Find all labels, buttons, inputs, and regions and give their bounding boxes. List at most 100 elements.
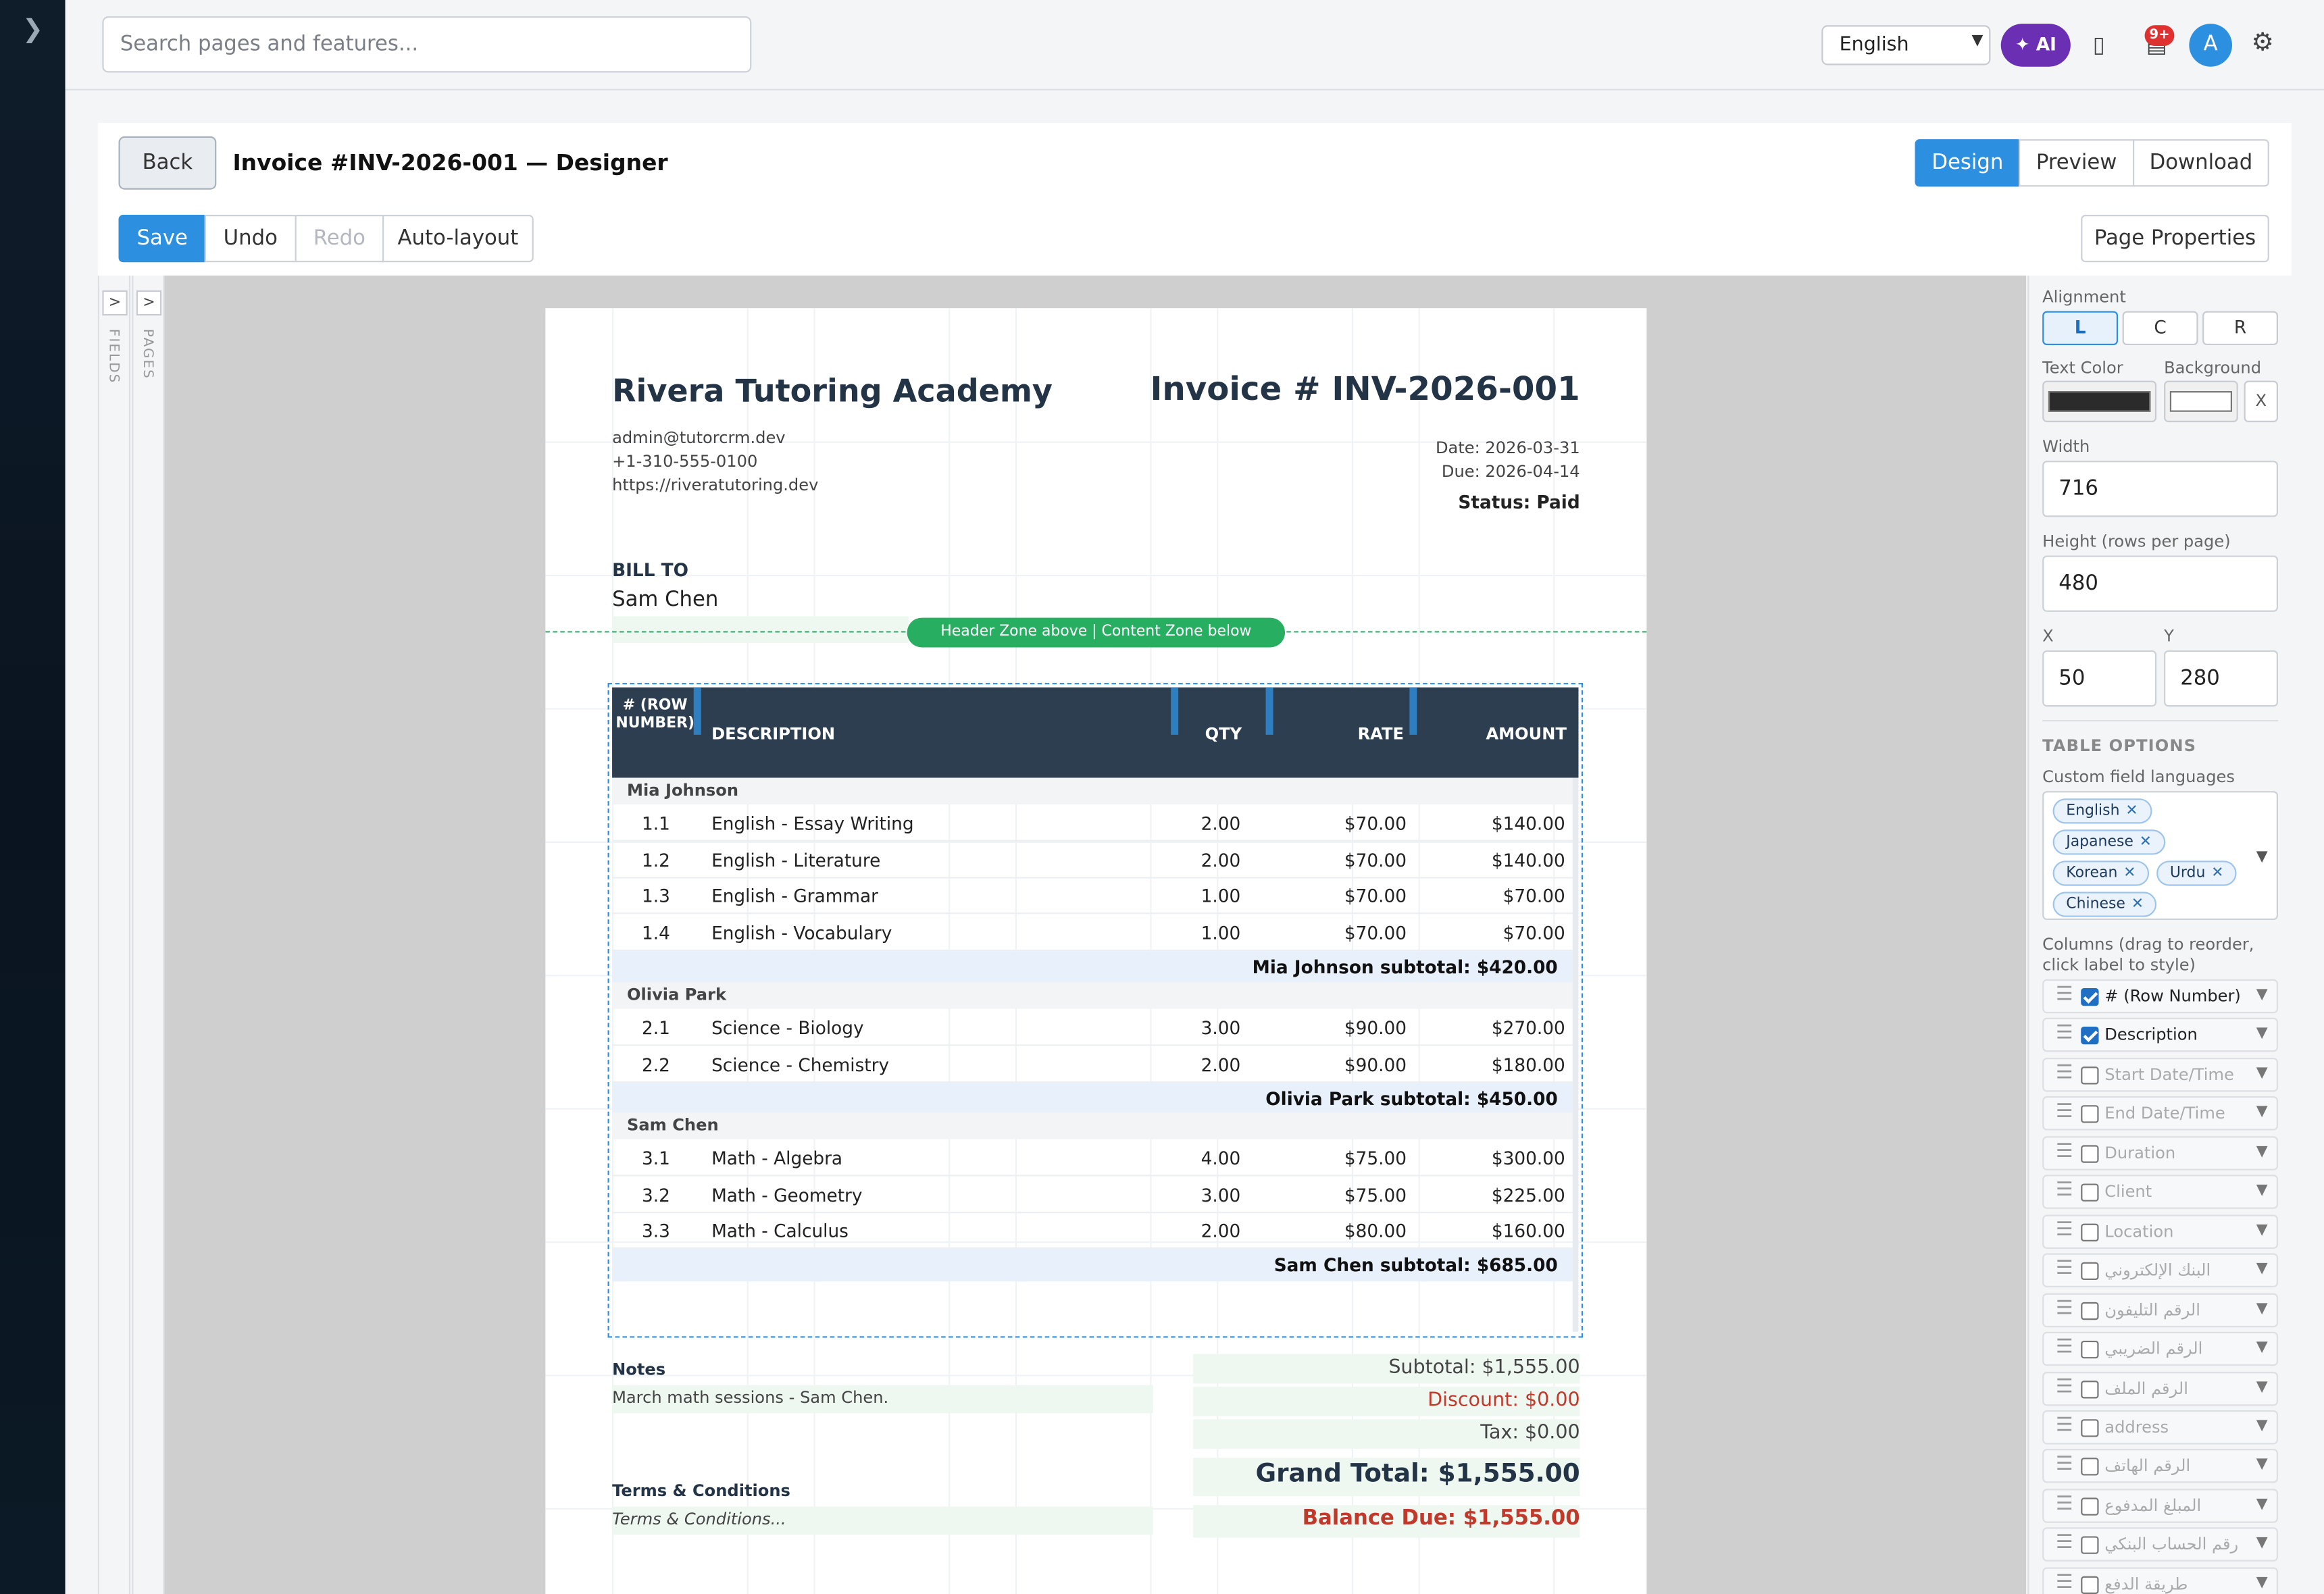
chevron-down-icon[interactable]: ▼ xyxy=(2256,1300,2268,1316)
tab-download[interactable]: Download xyxy=(2132,139,2269,187)
column-checkbox[interactable] xyxy=(2081,1537,2099,1555)
drag-handle-icon[interactable]: ☰ xyxy=(2055,1062,2073,1085)
column-checkbox[interactable] xyxy=(2081,1144,2099,1163)
column-option-row[interactable]: ☰ المبلغ المدفوع ▼ xyxy=(2042,1488,2278,1523)
column-option-label[interactable]: Location xyxy=(2104,1221,2174,1241)
column-option-row[interactable]: ☰ البنك الإلكتروني ▼ xyxy=(2042,1253,2278,1288)
width-input[interactable]: 716 xyxy=(2042,461,2278,517)
ai-button[interactable]: ✦ AI xyxy=(2000,24,2071,67)
drag-handle-icon[interactable]: ☰ xyxy=(2055,1140,2073,1163)
background-color-swatch[interactable] xyxy=(2164,380,2238,423)
invoice-number[interactable]: Invoice # INV-2026-001 xyxy=(1150,371,1580,409)
chevron-down-icon[interactable]: ▼ xyxy=(2256,1260,2268,1277)
language-tag[interactable]: English ✕ xyxy=(2052,798,2152,824)
table-row[interactable]: 1.4 English - Vocabulary 1.00 $70.00 $70… xyxy=(612,915,1573,952)
save-button[interactable]: Save xyxy=(118,215,206,263)
bill-to-name[interactable]: Sam Chen xyxy=(612,588,719,612)
terms-text[interactable]: Terms & Conditions... xyxy=(612,1509,786,1529)
column-checkbox[interactable] xyxy=(2081,1302,2099,1320)
chevron-down-icon[interactable]: ▼ xyxy=(2256,1535,2268,1552)
language-tag[interactable]: Urdu ✕ xyxy=(2156,860,2238,886)
column-option-label[interactable]: Description xyxy=(2104,1025,2198,1046)
notes-text[interactable]: March math sessions - Sam Chen. xyxy=(612,1388,889,1408)
drag-handle-icon[interactable]: ☰ xyxy=(2055,1218,2073,1241)
pages-toggle-button[interactable]: > xyxy=(136,290,162,316)
column-option-row[interactable]: ☰ End Date/Time ▼ xyxy=(2042,1096,2278,1131)
chevron-down-icon[interactable]: ▼ xyxy=(2256,1456,2268,1474)
column-header-row-number[interactable]: # (ROW NUMBER) xyxy=(615,698,695,731)
column-option-row[interactable]: ☰ رقم الحساب البنكي ▼ xyxy=(2042,1527,2278,1562)
table-row[interactable]: 3.3 Math - Calculus 2.00 $80.00 $160.00 xyxy=(612,1213,1573,1249)
column-option-label[interactable]: البنك الإلكتروني xyxy=(2104,1260,2211,1281)
column-option-row[interactable]: ☰ طريقة الدفع ▼ xyxy=(2042,1566,2278,1594)
table-row[interactable]: 1.2 English - Literature 2.00 $70.00 $14… xyxy=(612,843,1573,879)
column-checkbox[interactable] xyxy=(2081,1458,2099,1476)
column-option-row[interactable]: ☰ Start Date/Time ▼ xyxy=(2042,1057,2278,1092)
column-checkbox[interactable] xyxy=(2081,1262,2099,1281)
column-resize-handle[interactable] xyxy=(1265,687,1273,735)
chevron-down-icon[interactable]: ▼ xyxy=(2256,1495,2268,1513)
remove-icon[interactable]: ✕ xyxy=(2125,802,2138,819)
column-option-label[interactable]: الرقم التليفون xyxy=(2104,1300,2200,1320)
column-checkbox[interactable] xyxy=(2081,1184,2099,1202)
remove-icon[interactable]: ✕ xyxy=(2123,865,2136,882)
table-row[interactable]: 3.1 Math - Algebra 4.00 $75.00 $300.00 xyxy=(612,1141,1573,1177)
gear-icon[interactable]: ⚙ xyxy=(2251,28,2274,58)
column-option-row[interactable]: ☰ الرقم الضريبي ▼ xyxy=(2042,1331,2278,1366)
language-tag[interactable]: Korean ✕ xyxy=(2052,860,2150,886)
company-name[interactable]: Rivera Tutoring Academy xyxy=(612,373,1053,409)
tab-design[interactable]: Design xyxy=(1915,139,2021,187)
column-option-label[interactable]: # (Row Number) xyxy=(2104,986,2241,1006)
chevron-down-icon[interactable]: ▼ xyxy=(2256,1143,2268,1160)
drag-handle-icon[interactable]: ☰ xyxy=(2055,1297,2073,1320)
invoice-status[interactable]: Status: Paid xyxy=(1458,492,1580,513)
column-option-label[interactable]: الرقم الضريبي xyxy=(2104,1339,2203,1359)
drag-handle-icon[interactable]: ☰ xyxy=(2055,1532,2073,1555)
x-input[interactable]: 50 xyxy=(2042,650,2157,707)
column-checkbox[interactable] xyxy=(2081,987,2099,1006)
drag-handle-icon[interactable]: ☰ xyxy=(2055,983,2073,1006)
remove-icon[interactable]: ✕ xyxy=(2131,896,2144,913)
height-input[interactable]: 480 xyxy=(2042,555,2278,612)
table-scrollbar[interactable] xyxy=(1572,777,1579,1332)
column-option-row[interactable]: ☰ # (Row Number) ▼ xyxy=(2042,979,2278,1014)
column-option-label[interactable]: address xyxy=(2104,1417,2169,1437)
text-color-swatch[interactable] xyxy=(2042,380,2157,423)
chevron-down-icon[interactable]: ▼ xyxy=(2256,1182,2268,1199)
table-row[interactable]: 3.2 Math - Geometry 3.00 $75.00 $225.00 xyxy=(612,1178,1573,1214)
column-option-row[interactable]: ☰ الرقم الهاتف ▼ xyxy=(2042,1449,2278,1484)
company-website[interactable]: https://riveratutoring.dev xyxy=(612,475,819,495)
bill-to-label[interactable]: BILL TO xyxy=(612,560,688,581)
drag-handle-icon[interactable]: ☰ xyxy=(2055,1375,2073,1398)
clear-background-button[interactable]: X xyxy=(2244,380,2278,423)
column-checkbox[interactable] xyxy=(2081,1380,2099,1398)
column-header-amount[interactable]: AMOUNT xyxy=(1486,724,1567,744)
column-option-label[interactable]: رقم الحساب البنكي xyxy=(2104,1535,2239,1555)
column-option-row[interactable]: ☰ Description ▼ xyxy=(2042,1018,2278,1053)
column-option-label[interactable]: Client xyxy=(2104,1182,2152,1202)
table-row[interactable]: 2.1 Science - Biology 3.00 $90.00 $270.0… xyxy=(612,1010,1573,1046)
column-resize-handle[interactable] xyxy=(1409,687,1417,735)
chevron-down-icon[interactable]: ▼ xyxy=(2256,1064,2268,1081)
grand-total-value[interactable]: Grand Total: $1,555.00 xyxy=(1255,1459,1580,1489)
column-checkbox[interactable] xyxy=(2081,1576,2099,1594)
align-right-button[interactable]: R xyxy=(2202,311,2278,346)
column-header-description[interactable]: DESCRIPTION xyxy=(711,724,836,744)
search-input[interactable]: Search pages and features... xyxy=(102,16,752,73)
column-option-label[interactable]: الرقم الملف xyxy=(2104,1378,2188,1398)
expand-sidebar-icon[interactable]: ❯ xyxy=(22,14,44,45)
chevron-down-icon[interactable]: ▼ xyxy=(2256,1417,2268,1434)
mobile-icon[interactable]: ▯ xyxy=(2092,31,2105,58)
drag-handle-icon[interactable]: ☰ xyxy=(2055,1336,2073,1359)
column-option-label[interactable]: الرقم الهاتف xyxy=(2104,1456,2191,1476)
auto-layout-button[interactable]: Auto-layout xyxy=(382,215,534,263)
tab-preview[interactable]: Preview xyxy=(2019,139,2135,187)
column-checkbox[interactable] xyxy=(2081,1066,2099,1085)
language-tag[interactable]: Chinese ✕ xyxy=(2052,892,2157,917)
column-checkbox[interactable] xyxy=(2081,1497,2099,1516)
column-option-row[interactable]: ☰ Client ▼ xyxy=(2042,1175,2278,1210)
table-row[interactable]: 2.2 Science - Chemistry 2.00 $90.00 $180… xyxy=(612,1048,1573,1083)
column-checkbox[interactable] xyxy=(2081,1341,2099,1359)
subtotal-value[interactable]: Subtotal: $1,555.00 xyxy=(1388,1357,1580,1379)
company-email[interactable]: admin@tutorcrm.dev xyxy=(612,428,786,448)
